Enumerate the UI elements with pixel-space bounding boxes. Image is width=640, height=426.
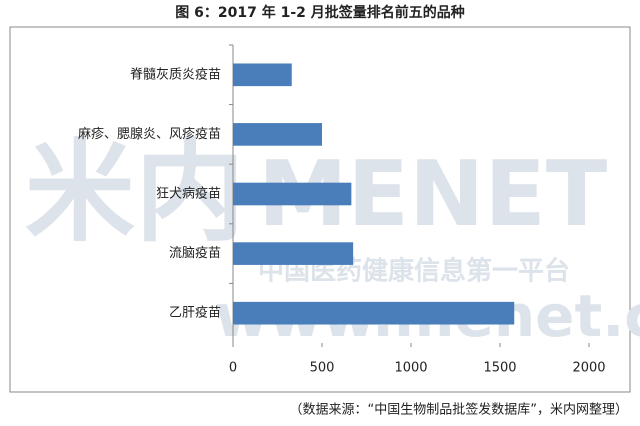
- bar: [233, 63, 292, 87]
- y-tick-label: 狂犬病疫苗: [156, 186, 221, 202]
- bar: [233, 123, 322, 146]
- plot-frame: [9, 26, 631, 393]
- x-tick-label: 2000: [572, 361, 605, 376]
- x-tick-label: 0: [229, 361, 237, 376]
- chart-title: 图 6：2017 年 1-2 月批签量排名前五的品种: [175, 4, 465, 21]
- source-note: （数据来源：“中国生物制品批签发数据库”，米内网整理）: [290, 402, 628, 418]
- bar: [233, 242, 354, 265]
- y-tick-label: 流脑疫苗: [169, 245, 221, 261]
- bar: [233, 301, 515, 325]
- x-tick-label: 500: [310, 361, 335, 376]
- bar: [233, 182, 352, 206]
- y-tick-label: 乙肝疫苗: [169, 305, 221, 321]
- y-tick-label: 脊髓灰质炎疫苗: [130, 66, 221, 82]
- x-tick-label: 1000: [394, 361, 427, 376]
- watermark: 米内: [25, 128, 245, 256]
- x-tick-label: 1500: [483, 361, 516, 376]
- y-tick-label: 麻疹、腮腺炎、风疹疫苗: [78, 126, 221, 142]
